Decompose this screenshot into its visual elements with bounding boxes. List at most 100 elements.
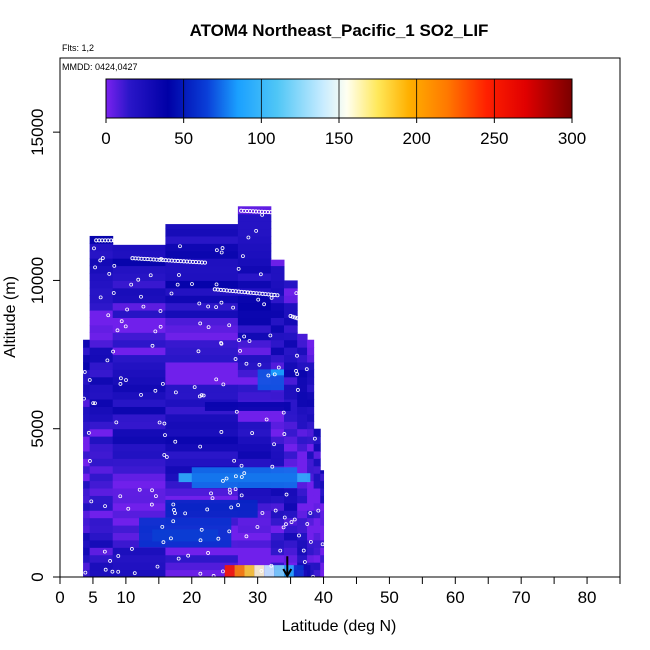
track-point: [175, 282, 180, 287]
heat-cell: [320, 470, 325, 474]
heat-cell: [165, 317, 239, 326]
track-point: [219, 300, 224, 305]
track-point: [312, 436, 317, 441]
heat-cell: [237, 450, 272, 459]
heat-cell: [112, 250, 166, 259]
heat-cell: [237, 302, 272, 311]
heat-cell: [284, 525, 298, 534]
x-tick-label: 10: [116, 588, 135, 607]
heat-cell: [297, 347, 308, 356]
track-point: [198, 538, 203, 543]
track-point: [221, 382, 226, 387]
heat-cell: [297, 517, 308, 526]
track-point: [281, 410, 286, 415]
heat-cell: [237, 391, 272, 400]
track-point: [88, 459, 92, 463]
track-point: [172, 508, 176, 512]
track-point: [127, 238, 132, 243]
heat-cell: [270, 295, 285, 304]
track-point: [278, 548, 283, 553]
heat-cell: [83, 361, 91, 370]
heat-cell: [237, 488, 272, 496]
heat-cell: [165, 413, 239, 422]
track-point: [301, 548, 306, 553]
track-point: [110, 569, 115, 574]
heat-cell: [284, 384, 298, 393]
heat-cell: [112, 295, 166, 304]
heat-cell: [83, 369, 91, 378]
track-point: [232, 458, 237, 463]
heat-cell: [112, 347, 166, 356]
heat-cell: [307, 443, 315, 452]
heat-cell: [284, 302, 298, 311]
track-point: [103, 504, 107, 509]
track-point: [269, 563, 274, 568]
track-point: [297, 533, 301, 538]
heat-cell: [307, 517, 315, 526]
heat-cell: [270, 361, 285, 370]
track-point: [247, 339, 252, 343]
track-point: [198, 571, 203, 576]
track-point: [89, 499, 94, 504]
heat-cell: [89, 399, 114, 407]
heat-cell: [165, 495, 239, 504]
track-point: [299, 317, 304, 322]
heat-cell: [112, 458, 166, 467]
heat-cell: [112, 562, 166, 571]
heat-cell: [165, 443, 239, 452]
heat-cell: [297, 488, 308, 496]
track-point: [119, 376, 123, 381]
heat-patch: [139, 517, 232, 548]
heat-cell: [270, 510, 285, 519]
track-point: [196, 349, 201, 354]
heat-cell: [237, 332, 272, 341]
track-point: [295, 316, 300, 321]
heat-cell: [165, 450, 239, 459]
track-point: [164, 455, 169, 459]
track-point: [238, 348, 242, 353]
track-point: [268, 333, 273, 338]
heat-cell: [112, 287, 166, 296]
heat-cell: [320, 569, 325, 577]
heat-cell: [112, 324, 166, 333]
heat-cell: [313, 532, 321, 541]
heat-cell: [307, 532, 315, 541]
y-tick-label: 15000: [28, 109, 47, 156]
track-point: [290, 314, 295, 319]
heat-cell: [313, 510, 321, 519]
heat-cell: [237, 213, 272, 222]
heat-cell: [83, 480, 91, 489]
track-point: [114, 420, 119, 425]
heat-cell: [313, 443, 321, 452]
heat-cell: [89, 488, 114, 496]
track-point: [105, 358, 110, 363]
heat-cell: [89, 332, 114, 341]
heat-cell: [165, 295, 239, 304]
heat-cell: [89, 539, 114, 548]
heat-cell: [284, 539, 298, 548]
track-point: [294, 369, 298, 373]
track-point: [272, 442, 276, 447]
track-point: [227, 487, 232, 492]
heat-cell: [112, 510, 166, 519]
track-point: [220, 569, 225, 574]
track-point: [139, 392, 143, 397]
track-point: [239, 475, 244, 479]
track-point: [282, 515, 287, 520]
heat-cell: [320, 517, 325, 526]
heat-cell: [237, 554, 272, 563]
heat-cell: [284, 361, 298, 370]
heat-cell: [83, 443, 91, 452]
track-point: [236, 266, 241, 271]
heat-cell: [284, 376, 298, 385]
y-axis: 0 5000 10000 15000: [28, 109, 60, 582]
heat-cell: [284, 347, 298, 356]
heat-cell: [297, 480, 308, 489]
track-point: [224, 476, 229, 481]
track-point: [284, 492, 289, 497]
heat-cell: [307, 569, 315, 577]
chart-title: ATOM4 Northeast_Pacific_1 SO2_LIF: [190, 21, 489, 40]
heat-cell: [112, 473, 166, 482]
track-point: [148, 273, 153, 278]
heat-cell: [165, 347, 239, 356]
